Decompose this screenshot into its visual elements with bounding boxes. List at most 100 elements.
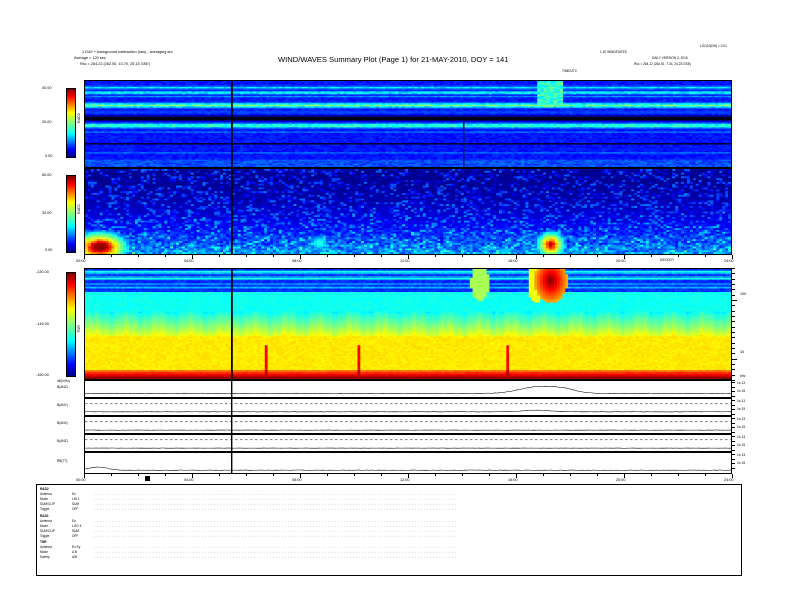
legend-row-key: Toggle (40, 507, 49, 511)
legend-dot-leader: . . . . . . . . . . . . . . . . . . . . … (94, 550, 456, 554)
line-panel-tick-label: 1e-15 (737, 425, 745, 429)
time-axis-lower: 00:00 04:00 08:00 12:00 16:00 20:00 24:00 (76, 474, 734, 486)
line-panel-tick-label: 1e-15 (737, 443, 745, 447)
colorbar-tnr-label: TNR (77, 325, 81, 333)
legend-row-value: Ex Ey (72, 545, 80, 549)
cursor-marker[interactable] (145, 476, 150, 481)
legend-row-key: Toggle (40, 534, 49, 538)
legend-row-key: Mode (40, 497, 48, 501)
freq-tick-10: 10 (740, 350, 744, 354)
time-axis-upper: 00:00 04:00 08:00 12:00 16:00 20:00 24:00 (76, 255, 734, 267)
legend-dot-leader: . . . . . . . . . . . . . . . . . . . . … (94, 545, 456, 549)
legend-dot-leader: . . . . . . . . . . . . . . . . . . . . … (94, 524, 456, 528)
legend-block-title: TNR (40, 540, 47, 544)
legend-row-value: A/B (72, 555, 77, 559)
colorbar-rad1-tick-0: 60.00 (42, 173, 52, 177)
time-tick-label: 12:00 (400, 259, 410, 263)
colorbar-rad2-tick-1: 20.00 (42, 120, 52, 124)
line-panel-label-1: B(ANY) (57, 403, 68, 407)
legend-row-key: SUM/CLIP (40, 502, 55, 506)
legend-row-value: Ez (72, 519, 76, 523)
line-panel-label-3: B(ANZ) (57, 439, 68, 443)
legend-row-value: SUM (72, 502, 79, 506)
colorbar-rad1-tick-1: 30.00 (42, 211, 52, 215)
line-panel-label-4: RB(TT) (57, 459, 67, 463)
legend-block-title: RAD2 (40, 487, 49, 491)
legend-row-key: Mode (40, 524, 48, 528)
legend-row-value: A B (72, 550, 77, 554)
page-title: WIND/WAVES Summary Plot (Page 1) for 21-… (278, 55, 509, 64)
legend-dot-leader: . . . . . . . . . . . . . . . . . . . . … (94, 519, 456, 523)
spectrogram-tnr[interactable] (84, 268, 732, 380)
time-tick-label: 04:00 (184, 478, 194, 482)
header-right-line4: Rsc = 264.12 (262.61, 7.34, 24.23 GSE) (634, 62, 691, 66)
legend-dot-leader: . . . . . . . . . . . . . . . . . . . . … (94, 555, 456, 559)
time-tick-label: 00:00 (76, 478, 86, 482)
line-panel-label-2: B(ANX) (57, 421, 68, 425)
legend-content: RAD2 Antenna Ez. . . . . . . . . . . . . .… (40, 486, 740, 574)
line-panel-tick-label: 1e-13 (737, 435, 745, 439)
colorbar-rad1 (66, 175, 76, 253)
line-panel-label-0: B(ANZ) (57, 385, 68, 389)
legend-row-key: Sweep (40, 555, 50, 559)
legend-row-value: OFF (72, 534, 78, 538)
line-panel-b-anz-2[interactable] (84, 434, 732, 452)
line-panel-rb-tt[interactable] (84, 452, 732, 474)
legend-dot-leader: . . . . . . . . . . . . . . . . . . . . … (94, 502, 456, 506)
time-tick-label: 20:00 (616, 478, 626, 482)
colorbar-tnr-tick-2: -160.00 (36, 373, 49, 377)
header-right-line1: 1.10 WIND/DATES (600, 50, 627, 54)
legend-row-key: SUM/CLIP (40, 529, 55, 533)
legend-row-key: Antenna (40, 545, 52, 549)
legend-dot-leader: . . . . . . . . . . . . . . . . . . . . … (94, 492, 456, 496)
line-panel-right-ticks: 1e-13 1e-15 1e-13 1e-15 1e-13 1e-15 1e-13 1e-15… (732, 380, 754, 474)
legend-row-key: Antenna (40, 492, 52, 496)
header-left-line3: Rsc = 264.22 (262.50, 10.70, 25.15 GSE) (80, 62, 150, 66)
legend-row-key: Mode (40, 550, 48, 554)
line-panel-tick-label: 1e-15 (737, 407, 745, 411)
time-tick-label: 20:00 (616, 259, 626, 263)
colorbar-tnr (66, 272, 76, 377)
spectrogram-rad1[interactable] (84, 168, 732, 255)
colorbar-rad2-label: RAD2 (77, 113, 81, 123)
time-tick-label: 24:00 (724, 259, 734, 263)
line-panel-tick-label: 1e-13 (737, 453, 745, 457)
legend-row-value: OFF (72, 507, 78, 511)
time-tick-label: 00:00 (76, 259, 86, 263)
line-panel-b-anx[interactable] (84, 416, 732, 434)
legend-dot-leader: . . . . . . . . . . . . . . . . . . . . … (94, 534, 456, 538)
legend-dot-leader: . . . . . . . . . . . . . . . . . . . . … (94, 507, 456, 511)
time-tick-label: 08:00 (292, 478, 302, 482)
spectrogram-rad2[interactable] (84, 80, 732, 168)
time-tick-label: 08:00 (292, 259, 302, 263)
colorbar-rad1-label: RAD1 (77, 204, 81, 214)
colorbar-tnr-tick-0: -130.00 (36, 270, 49, 274)
legend-dot-leader: . . . . . . . . . . . . . . . . . . . . … (94, 529, 456, 533)
legend-row-value: LOG 4 (72, 524, 81, 528)
legend-row-value: LIN 1 (72, 497, 80, 501)
header-right-line2: LOG10(DN) = 0.01 (700, 44, 727, 48)
header-left-line2: Average = 120 sec (74, 56, 106, 60)
time-tick-label: 12:00 (400, 478, 410, 482)
legend-dot-leader: . . . . . . . . . . . . . . . . . . . . … (94, 497, 456, 501)
line-panel-tick-label: 1e-13 (737, 381, 745, 385)
line-panel-b-anz-1[interactable] (84, 380, 732, 398)
legend-panel (36, 484, 742, 576)
line-panel-b-any[interactable] (84, 398, 732, 416)
colorbar-rad2-tick-0: 40.00 (42, 86, 52, 90)
header-left-line1: 1-DAY + background subtraction (raw) - a… (82, 50, 173, 54)
legend-row-key: Antenna (40, 519, 52, 523)
colorbar-rad1-tick-2: 0.00 (45, 248, 52, 252)
colorbar-rad2 (66, 88, 76, 158)
time-tick-label: 24:00 (724, 478, 734, 482)
time-tick-label: 16:00 (508, 478, 518, 482)
day-doy-label: DAY/DOY (660, 258, 674, 262)
line-panel-tick-label: 1e-15 (737, 389, 745, 393)
colorbar-tnr-unit: dB(V/Hz) (57, 379, 70, 383)
freq-axis-ticks (732, 268, 740, 381)
colorbar-rad2-tick-2: 0.00 (45, 154, 52, 158)
line-panel-tick-label: 1e-13 (737, 417, 745, 421)
freq-axis-label: kHz (740, 374, 746, 378)
time-tick-label: 16:00 (508, 259, 518, 263)
freq-tick-100: 100 (740, 292, 746, 296)
